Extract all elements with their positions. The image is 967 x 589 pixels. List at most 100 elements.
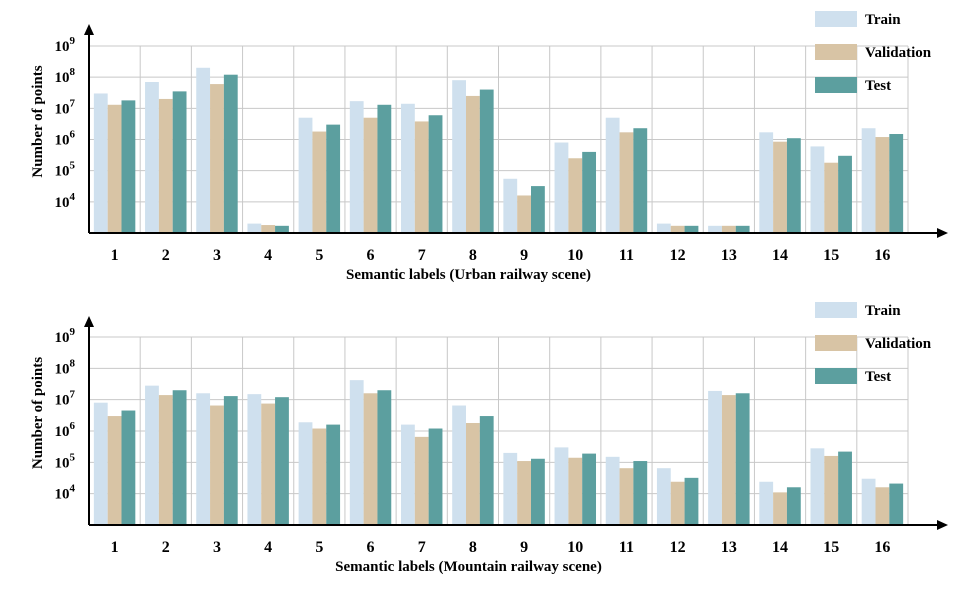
y-axis-arrow-icon [84,24,94,35]
x-tick-label: 8 [469,539,477,556]
bar-test-12 [684,477,699,525]
legend-swatch-train [815,302,857,318]
x-tick-label: 12 [670,539,686,556]
x-tick-label: 4 [264,539,272,556]
legend-label-validation: Validation [865,45,932,61]
y-tick-label: 106 [55,420,76,440]
x-tick-label: 16 [874,247,890,264]
series-test [121,390,904,525]
y-tick-label: 105 [55,160,76,180]
legend-label-validation: Validation [865,336,932,352]
bar-train-12 [656,223,671,233]
bar-test-4 [275,225,289,233]
bar-test-1 [121,410,136,525]
bar-test-14 [786,487,801,525]
bar-validation-14 [773,141,787,233]
x-tick-label: 15 [823,247,839,264]
bar-validation-1 [107,104,122,233]
bar-train-5 [298,117,313,233]
bar-validation-7 [414,121,429,233]
x-tick-label: 13 [721,539,737,556]
y-tick-label: 107 [55,389,76,409]
bar-validation-10 [568,457,583,525]
legend-label-train: Train [865,303,901,319]
bar-test-2 [172,390,187,525]
x-tick-label: 13 [721,247,737,264]
y-tick-label: 104 [55,483,76,503]
bar-validation-13 [721,225,736,233]
bar-validation-16 [875,487,890,525]
x-axis-arrow-icon [937,228,948,238]
bar-test-9 [531,186,545,233]
y-tick-label: 106 [55,129,76,149]
bar-train-13 [708,225,722,233]
y-tick-label: 105 [55,451,76,471]
bar-validation-9 [517,195,532,233]
legend-label-test: Test [865,78,891,94]
bar-test-5 [326,424,341,525]
x-tick-label: 2 [162,539,170,556]
bar-train-12 [656,468,671,525]
x-tick-label: 7 [418,247,426,264]
bar-test-13 [735,225,750,233]
x-tick-label: 3 [213,247,221,264]
bar-train-16 [861,128,876,233]
x-tick-label: 5 [315,247,323,264]
bar-validation-7 [414,436,429,525]
bar-train-15 [810,448,825,525]
x-tick-label: 11 [619,539,634,556]
bar-test-3 [223,74,238,233]
x-tick-label: 2 [162,247,170,264]
y-tick-label: 107 [55,97,76,117]
legend-swatch-validation [815,335,857,351]
series-validation [107,393,890,525]
x-tick-label: 4 [264,247,272,264]
x-tick-label: 9 [520,539,528,556]
bar-train-3 [196,393,211,525]
x-axis-title: Semantic labels (Mountain railway scene) [335,559,602,575]
bar-validation-6 [363,393,378,525]
bar-train-15 [810,146,825,233]
bar-train-6 [349,380,364,525]
bar-validation-8 [465,423,480,525]
legend: Train Validation Test [815,302,932,385]
x-tick-label: 1 [111,539,119,556]
bar-test-4 [275,397,289,525]
bar-test-7 [428,115,443,233]
legend-label-train: Train [865,12,901,28]
bar-train-2 [145,81,159,233]
bar-test-12 [684,225,699,233]
bar-train-14 [759,481,774,525]
bar-validation-15 [824,162,839,233]
legend-swatch-validation [815,44,857,60]
bar-test-1 [121,100,136,233]
bar-test-14 [786,138,801,233]
legend: Train Validation Test [815,11,932,94]
series-train [93,380,876,525]
y-tick-label: 109 [55,35,76,55]
bar-test-8 [479,89,494,234]
bar-train-8 [452,80,466,233]
bar-test-7 [428,428,443,525]
bar-train-9 [503,452,518,525]
bar-validation-4 [261,225,276,233]
bar-test-6 [377,390,392,525]
bar-train-1 [93,93,108,234]
x-tick-label: 3 [213,539,221,556]
bar-test-11 [633,461,648,525]
bar-validation-8 [465,95,480,233]
bar-validation-3 [210,405,224,525]
bar-train-10 [554,142,569,233]
bar-validation-11 [619,468,634,525]
y-tick-label: 108 [55,357,76,377]
bar-train-4 [247,394,262,525]
series-test [121,74,904,234]
bar-train-4 [247,223,262,233]
x-tick-label: 9 [520,247,528,264]
bar-train-11 [605,117,620,233]
bar-validation-5 [312,131,327,233]
bar-validation-4 [261,403,276,525]
bar-test-5 [326,124,341,233]
x-tick-label: 16 [874,539,890,556]
